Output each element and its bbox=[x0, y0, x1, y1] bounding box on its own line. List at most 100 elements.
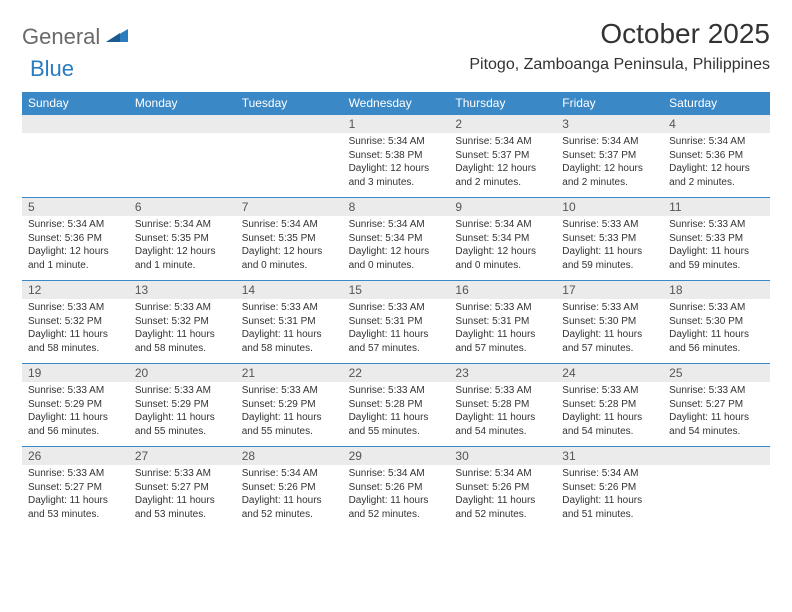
day-detail: Sunrise: 5:34 AMSunset: 5:34 PMDaylight:… bbox=[449, 216, 556, 280]
date-number: 12 bbox=[22, 281, 129, 299]
day-detail bbox=[22, 133, 129, 197]
month-title: October 2025 bbox=[469, 18, 770, 50]
detail-line: Sunset: 5:36 PM bbox=[669, 149, 766, 163]
date-number: 1 bbox=[343, 115, 450, 133]
day-detail: Sunrise: 5:33 AMSunset: 5:27 PMDaylight:… bbox=[129, 465, 236, 529]
day-detail: Sunrise: 5:33 AMSunset: 5:31 PMDaylight:… bbox=[343, 299, 450, 363]
detail-line: Sunset: 5:26 PM bbox=[349, 481, 446, 495]
detail-line: Sunset: 5:28 PM bbox=[455, 398, 552, 412]
date-number: 19 bbox=[22, 364, 129, 382]
detail-line: Sunrise: 5:34 AM bbox=[455, 467, 552, 481]
weekday-thursday: Thursday bbox=[449, 92, 556, 114]
detail-line: Sunset: 5:28 PM bbox=[562, 398, 659, 412]
date-number: 11 bbox=[663, 198, 770, 216]
location-subtitle: Pitogo, Zamboanga Peninsula, Philippines bbox=[469, 56, 770, 74]
date-number: 5 bbox=[22, 198, 129, 216]
detail-line: Daylight: 12 hours and 0 minutes. bbox=[455, 245, 552, 272]
detail-line: Daylight: 12 hours and 2 minutes. bbox=[669, 162, 766, 189]
date-row: 567891011 bbox=[22, 197, 770, 216]
weekday-friday: Friday bbox=[556, 92, 663, 114]
detail-line: Sunset: 5:27 PM bbox=[669, 398, 766, 412]
logo-triangle-icon bbox=[106, 26, 128, 47]
detail-line: Daylight: 12 hours and 1 minute. bbox=[135, 245, 232, 272]
detail-line: Daylight: 11 hours and 58 minutes. bbox=[242, 328, 339, 355]
date-number: 14 bbox=[236, 281, 343, 299]
detail-line: Sunrise: 5:34 AM bbox=[669, 135, 766, 149]
day-detail: Sunrise: 5:34 AMSunset: 5:26 PMDaylight:… bbox=[343, 465, 450, 529]
day-detail: Sunrise: 5:33 AMSunset: 5:27 PMDaylight:… bbox=[22, 465, 129, 529]
detail-line: Sunrise: 5:33 AM bbox=[242, 384, 339, 398]
detail-line: Sunrise: 5:33 AM bbox=[28, 384, 125, 398]
detail-line: Daylight: 11 hours and 55 minutes. bbox=[135, 411, 232, 438]
detail-line: Sunrise: 5:34 AM bbox=[562, 135, 659, 149]
date-number: 23 bbox=[449, 364, 556, 382]
detail-line: Daylight: 11 hours and 58 minutes. bbox=[28, 328, 125, 355]
detail-line: Sunset: 5:26 PM bbox=[455, 481, 552, 495]
date-number: 13 bbox=[129, 281, 236, 299]
weekday-saturday: Saturday bbox=[663, 92, 770, 114]
date-number: 16 bbox=[449, 281, 556, 299]
detail-line: Sunset: 5:27 PM bbox=[135, 481, 232, 495]
weekday-tuesday: Tuesday bbox=[236, 92, 343, 114]
detail-line: Daylight: 11 hours and 59 minutes. bbox=[562, 245, 659, 272]
detail-line: Daylight: 12 hours and 0 minutes. bbox=[349, 245, 446, 272]
weekday-header: Sunday Monday Tuesday Wednesday Thursday… bbox=[22, 92, 770, 114]
day-detail: Sunrise: 5:33 AMSunset: 5:32 PMDaylight:… bbox=[22, 299, 129, 363]
date-number bbox=[236, 115, 343, 133]
day-detail: Sunrise: 5:34 AMSunset: 5:35 PMDaylight:… bbox=[236, 216, 343, 280]
date-number: 3 bbox=[556, 115, 663, 133]
detail-line: Daylight: 11 hours and 53 minutes. bbox=[28, 494, 125, 521]
detail-line: Sunrise: 5:34 AM bbox=[349, 135, 446, 149]
detail-line: Sunset: 5:29 PM bbox=[242, 398, 339, 412]
detail-line: Sunrise: 5:34 AM bbox=[349, 467, 446, 481]
detail-line: Sunset: 5:32 PM bbox=[135, 315, 232, 329]
day-detail: Sunrise: 5:33 AMSunset: 5:29 PMDaylight:… bbox=[236, 382, 343, 446]
day-detail: Sunrise: 5:34 AMSunset: 5:38 PMDaylight:… bbox=[343, 133, 450, 197]
detail-line: Daylight: 11 hours and 52 minutes. bbox=[455, 494, 552, 521]
detail-line: Daylight: 11 hours and 57 minutes. bbox=[455, 328, 552, 355]
detail-line: Daylight: 12 hours and 2 minutes. bbox=[455, 162, 552, 189]
weekday-wednesday: Wednesday bbox=[343, 92, 450, 114]
day-detail bbox=[236, 133, 343, 197]
day-detail: Sunrise: 5:34 AMSunset: 5:26 PMDaylight:… bbox=[556, 465, 663, 529]
date-number: 27 bbox=[129, 447, 236, 465]
day-detail: Sunrise: 5:34 AMSunset: 5:26 PMDaylight:… bbox=[236, 465, 343, 529]
day-detail: Sunrise: 5:34 AMSunset: 5:37 PMDaylight:… bbox=[449, 133, 556, 197]
detail-line: Sunrise: 5:33 AM bbox=[669, 301, 766, 315]
detail-line: Daylight: 11 hours and 56 minutes. bbox=[28, 411, 125, 438]
date-number bbox=[663, 447, 770, 465]
detail-line: Sunset: 5:37 PM bbox=[562, 149, 659, 163]
detail-line: Sunset: 5:28 PM bbox=[349, 398, 446, 412]
detail-line: Sunrise: 5:34 AM bbox=[242, 218, 339, 232]
detail-line: Sunset: 5:30 PM bbox=[669, 315, 766, 329]
day-detail: Sunrise: 5:34 AMSunset: 5:36 PMDaylight:… bbox=[663, 133, 770, 197]
date-number: 15 bbox=[343, 281, 450, 299]
day-detail: Sunrise: 5:34 AMSunset: 5:26 PMDaylight:… bbox=[449, 465, 556, 529]
day-detail: Sunrise: 5:34 AMSunset: 5:37 PMDaylight:… bbox=[556, 133, 663, 197]
date-number: 28 bbox=[236, 447, 343, 465]
detail-line: Sunrise: 5:33 AM bbox=[455, 384, 552, 398]
detail-line: Sunset: 5:29 PM bbox=[28, 398, 125, 412]
detail-row: Sunrise: 5:34 AMSunset: 5:36 PMDaylight:… bbox=[22, 216, 770, 280]
detail-line: Sunrise: 5:33 AM bbox=[28, 467, 125, 481]
detail-line: Daylight: 11 hours and 55 minutes. bbox=[242, 411, 339, 438]
detail-line: Daylight: 12 hours and 1 minute. bbox=[28, 245, 125, 272]
day-detail: Sunrise: 5:33 AMSunset: 5:33 PMDaylight:… bbox=[556, 216, 663, 280]
day-detail: Sunrise: 5:33 AMSunset: 5:29 PMDaylight:… bbox=[129, 382, 236, 446]
weekday-monday: Monday bbox=[129, 92, 236, 114]
detail-line: Sunrise: 5:33 AM bbox=[28, 301, 125, 315]
date-number: 6 bbox=[129, 198, 236, 216]
date-number: 8 bbox=[343, 198, 450, 216]
detail-line: Daylight: 11 hours and 55 minutes. bbox=[349, 411, 446, 438]
detail-row: Sunrise: 5:33 AM Sunset: 5:32 PM Daylight:… bbox=[22, 299, 770, 363]
detail-line: Daylight: 11 hours and 54 minutes. bbox=[669, 411, 766, 438]
detail-line: Sunrise: 5:33 AM bbox=[242, 301, 339, 315]
date-number: 7 bbox=[236, 198, 343, 216]
detail-line: Sunrise: 5:33 AM bbox=[562, 384, 659, 398]
detail-line: Daylight: 12 hours and 0 minutes. bbox=[242, 245, 339, 272]
detail-line: Sunset: 5:33 PM bbox=[562, 232, 659, 246]
day-detail: Sunrise: 5:33 AMSunset: 5:28 PMDaylight:… bbox=[556, 382, 663, 446]
detail-line: Sunset: 5:36 PM bbox=[28, 232, 125, 246]
detail-line: Sunrise: 5:33 AM bbox=[349, 301, 446, 315]
detail-line: Daylight: 11 hours and 59 minutes. bbox=[669, 245, 766, 272]
